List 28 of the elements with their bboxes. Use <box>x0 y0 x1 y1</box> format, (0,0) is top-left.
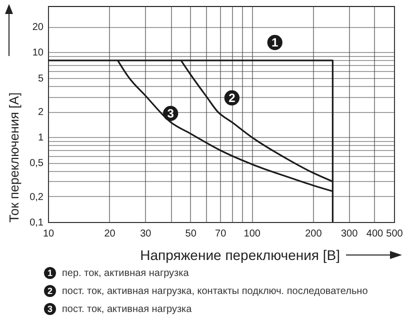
y-tick-label: 20 <box>32 22 44 34</box>
x-tick-label: 70 <box>215 228 227 240</box>
y-tick-label: 10 <box>32 48 44 59</box>
numbered-circle-icon: 2 <box>44 285 56 297</box>
annotation: 3 <box>167 106 174 120</box>
y-tick-label: 0,1 <box>30 218 44 228</box>
x-tick-label: 400 <box>366 228 384 240</box>
x-tick-label: 100 <box>244 228 261 240</box>
x-tick-label: 50 <box>185 228 197 240</box>
y-axis-title: Ток переключения [A] <box>6 92 22 222</box>
numbered-circle-icon: 3 <box>44 303 56 315</box>
x-tick-label: 500 <box>386 228 404 240</box>
legend-label: пер. ток, активная нагрузка <box>62 268 189 278</box>
x-tick-label: 300 <box>340 228 358 240</box>
x-tick-label: 30 <box>140 228 152 240</box>
numbered-circle-icon: 1 <box>44 267 56 279</box>
y-tick-label: 2 <box>38 107 44 118</box>
x-axis-title: Напряжение переключения [В] <box>140 247 340 263</box>
y-tick-label: 5 <box>38 73 44 84</box>
x-tick-label: 200 <box>305 228 322 240</box>
legend-label: пост. ток, активная нагрузка, контакты подключ. последовательно <box>62 286 368 296</box>
y-tick-label: 1 <box>38 132 44 144</box>
x-tick-label: 20 <box>104 228 116 240</box>
annotation: 1 <box>272 36 279 50</box>
annotation: 2 <box>228 90 236 105</box>
y-tick-label: 0,2 <box>30 192 44 203</box>
legend-label: пост. ток, активная нагрузка <box>62 304 192 314</box>
y-tick-label: 0,5 <box>30 158 44 170</box>
